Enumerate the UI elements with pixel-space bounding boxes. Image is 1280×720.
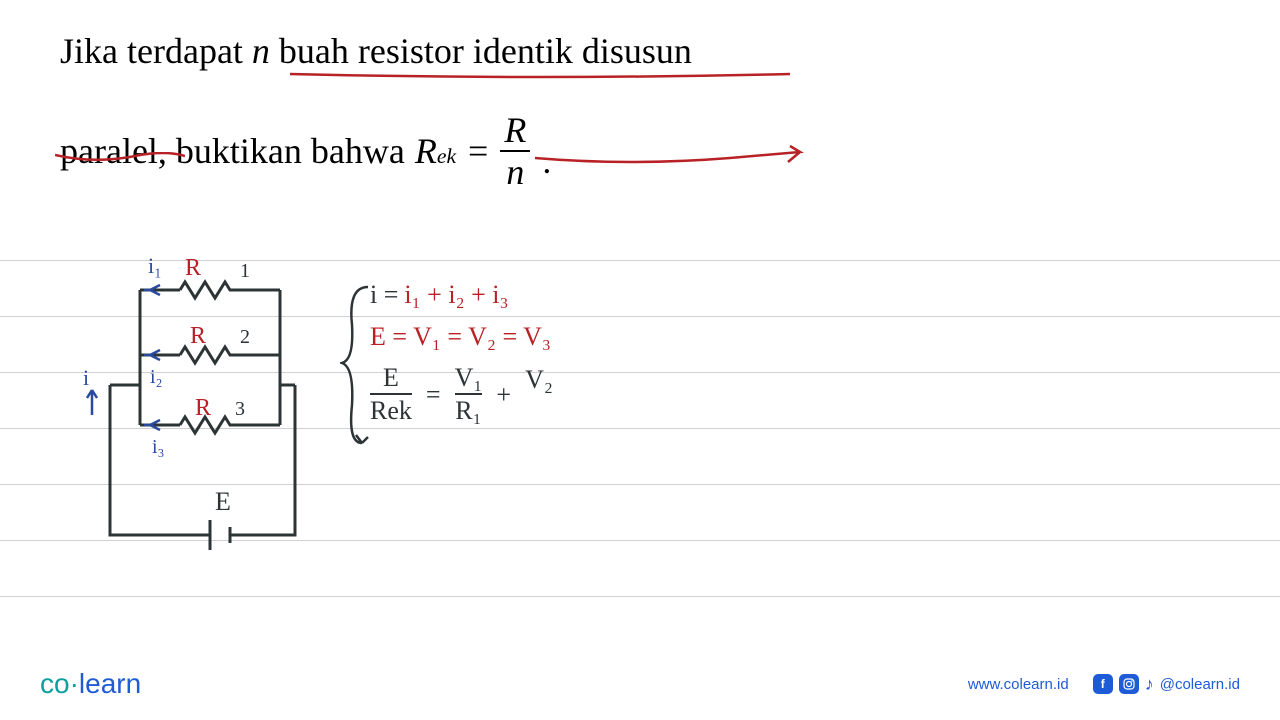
red-underline-2 xyxy=(55,152,185,164)
q1-var: n xyxy=(252,31,270,71)
eq3-t1-den: R₁ xyxy=(455,393,481,426)
eq2-text: E = V₁ = V₂ = V₃ xyxy=(370,322,551,352)
label-r2: R xyxy=(190,323,206,349)
red-underline-3 xyxy=(530,144,820,168)
logo-co: co xyxy=(40,668,70,699)
circuit-diagram: i i₁ i₂ i₃ R R R 1 2 3 E xyxy=(80,255,320,565)
logo-learn: learn xyxy=(79,668,141,699)
footer: co·learn www.colearn.id f ♪ @colearn.id xyxy=(0,668,1280,700)
equation-2: E = V₁ = V₂ = V₃ xyxy=(370,322,553,352)
eq1-rhs: i₁ + i₂ + i₃ xyxy=(404,280,508,310)
eq3-lhs-frac: E Rek xyxy=(370,364,412,425)
equation-1: i = i₁ + i₂ + i₃ xyxy=(370,280,553,310)
fraction-rn: R n xyxy=(500,112,530,190)
eq3-lhs-num: E xyxy=(383,364,399,393)
rek-sub: ek xyxy=(437,144,456,168)
label-n2: 2 xyxy=(240,326,250,348)
instagram-icon[interactable] xyxy=(1119,674,1139,694)
label-i3: i₃ xyxy=(152,436,165,458)
label-n1: 1 xyxy=(240,260,250,282)
rule xyxy=(0,596,1280,652)
red-underline-1 xyxy=(290,72,790,80)
logo: co·learn xyxy=(40,668,141,700)
q2-pre: paralel, buktikan bahwa xyxy=(60,130,405,172)
eq3-equals: = xyxy=(426,380,441,410)
question-line-1: Jika terdapat n buah resistor identik di… xyxy=(60,30,1220,72)
frac-den: n xyxy=(500,150,530,190)
website-link[interactable]: www.colearn.id xyxy=(968,676,1069,693)
eq3-lhs-den: Rek xyxy=(370,393,412,426)
eq3-plus: + xyxy=(496,380,511,410)
social-block: f ♪ @colearn.id xyxy=(1093,674,1240,695)
frac-num: R xyxy=(504,112,526,150)
label-n3: 3 xyxy=(235,398,245,420)
label-i1: i₁ xyxy=(148,255,162,278)
label-i2: i₂ xyxy=(150,366,163,388)
eq1-lhs: i = xyxy=(370,280,398,310)
rek-symbol: Rek xyxy=(415,130,456,172)
q1-pre: Jika terdapat xyxy=(60,31,252,71)
equals-sign: = xyxy=(468,130,488,172)
facebook-icon[interactable]: f xyxy=(1093,674,1113,694)
eq3-t2-frac: V₂ xyxy=(525,366,553,423)
label-r1: R xyxy=(185,255,201,281)
social-handle: @colearn.id xyxy=(1160,676,1240,693)
rek-r: R xyxy=(415,131,437,171)
tiktok-icon[interactable]: ♪ xyxy=(1145,674,1154,695)
content-area: Jika terdapat n buah resistor identik di… xyxy=(0,0,1280,220)
question-line-2: paralel, buktikan bahwa Rek = R n . xyxy=(60,112,1220,190)
eq3-t1-frac: V₁ R₁ xyxy=(455,364,483,425)
q1-post: buah resistor identik disusun xyxy=(270,31,692,71)
footer-right: www.colearn.id f ♪ @colearn.id xyxy=(968,674,1240,695)
brace-icon xyxy=(340,285,370,445)
eq3-t1-num: V₁ xyxy=(455,364,483,393)
label-i: i xyxy=(83,365,89,390)
eq3-t2-num: V₂ xyxy=(525,366,553,395)
logo-dot: · xyxy=(70,668,79,699)
equation-3: E Rek = V₁ R₁ + V₂ xyxy=(370,364,553,425)
equations-block: i = i₁ + i₂ + i₃ E = V₁ = V₂ = V₃ E Rek … xyxy=(370,280,553,437)
label-e: E xyxy=(215,487,231,516)
eq3-t2-blank xyxy=(536,395,543,424)
label-r3: R xyxy=(195,395,211,421)
